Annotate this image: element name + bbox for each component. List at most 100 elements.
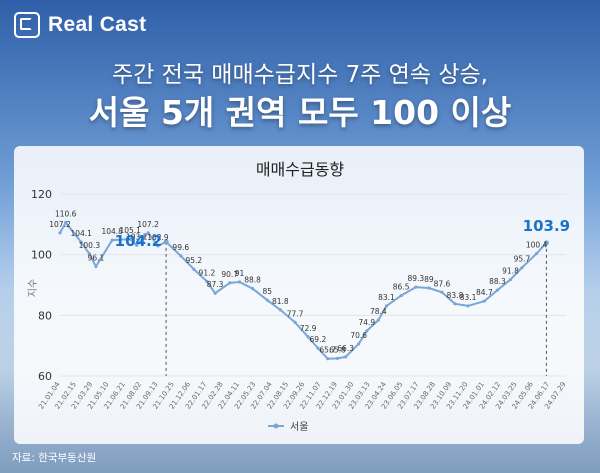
- data-point: [427, 286, 431, 290]
- data-label: 65.7: [319, 346, 336, 355]
- highlight-data-label: 104.2: [115, 232, 162, 250]
- data-label: 86.5: [393, 283, 410, 292]
- chart-title: 매매수급동향: [256, 160, 345, 179]
- data-label: 95.7: [514, 255, 531, 264]
- data-point: [265, 298, 269, 302]
- data-label: 103.1: [126, 232, 148, 241]
- data-point: [278, 308, 282, 312]
- data-point: [453, 302, 457, 306]
- data-point: [365, 329, 369, 333]
- data-label: 87.6: [434, 279, 451, 288]
- data-point: [213, 291, 217, 295]
- data-point: [384, 304, 389, 308]
- data-label: 78.4: [370, 307, 387, 316]
- data-label: 104.8: [101, 227, 123, 236]
- data-point: [251, 287, 255, 291]
- data-label: 102.9: [147, 233, 169, 242]
- data-point: [163, 239, 169, 245]
- data-point: [535, 251, 539, 256]
- data-label: 89: [424, 275, 434, 284]
- data-point: [316, 346, 320, 350]
- data-label: 91.8: [502, 267, 519, 276]
- data-label: 66.3: [337, 344, 354, 353]
- data-label: 77.7: [287, 309, 304, 318]
- data-point: [146, 231, 150, 235]
- data-label: 104.1: [70, 229, 92, 238]
- data-point: [543, 240, 549, 246]
- y-tick-label: 100: [31, 249, 52, 262]
- data-point: [79, 240, 83, 244]
- headline-line-2: 서울 5개 권역 모두 100 이상: [88, 93, 512, 132]
- data-point: [466, 304, 470, 308]
- y-axis-label: 지수: [27, 279, 39, 297]
- data-point: [87, 252, 91, 256]
- data-point: [110, 238, 114, 242]
- data-label: 96.1: [88, 253, 105, 262]
- data-point: [156, 244, 160, 248]
- data-label: 89.3: [407, 274, 424, 283]
- data-label: 65.8: [329, 345, 346, 354]
- realcast-logo-icon: [14, 12, 40, 38]
- y-tick-label: 80: [38, 309, 52, 322]
- data-point: [376, 318, 380, 322]
- y-tick-label: 120: [31, 188, 52, 201]
- data-point: [237, 280, 242, 284]
- data-label: 100.4: [526, 240, 548, 249]
- data-label: 70.6: [350, 331, 367, 340]
- chart-panel: [14, 146, 584, 444]
- data-label: 81.8: [272, 297, 289, 306]
- data-label: 83.8: [447, 291, 464, 300]
- data-point: [228, 281, 232, 285]
- data-point: [135, 243, 139, 247]
- data-point: [192, 267, 196, 271]
- legend: 서울: [268, 421, 308, 433]
- brand-name: Real Cast: [48, 13, 147, 36]
- data-point: [344, 355, 348, 359]
- data-label: 110.6: [55, 210, 77, 219]
- brand: Real Cast: [14, 12, 146, 38]
- data-label: 91.2: [199, 268, 216, 277]
- data-label: 100.3: [79, 241, 101, 250]
- data-label: 83.1: [460, 293, 477, 302]
- data-label: 84.7: [476, 288, 493, 297]
- data-point: [508, 277, 513, 282]
- data-point: [414, 285, 418, 289]
- legend-marker-icon: [273, 423, 279, 429]
- data-label: 69.2: [310, 335, 327, 344]
- data-label: 105.1: [119, 226, 141, 235]
- data-label: 74.9: [359, 318, 376, 327]
- data-label: 91: [235, 269, 245, 278]
- data-point: [128, 237, 132, 241]
- data-point: [357, 342, 361, 346]
- data-point: [293, 320, 297, 324]
- data-label: 95.2: [185, 256, 202, 265]
- data-point: [205, 279, 209, 283]
- data-point: [399, 294, 403, 298]
- data-point: [94, 264, 98, 269]
- data-point: [179, 254, 183, 258]
- data-point: [64, 220, 68, 225]
- data-label: 88.3: [489, 277, 506, 286]
- y-tick-label: 60: [38, 370, 52, 383]
- data-point: [306, 335, 310, 339]
- data-point: [495, 288, 500, 292]
- data-label: 83.1: [378, 293, 395, 302]
- data-point: [326, 357, 330, 361]
- data-label: 72.9: [300, 324, 317, 333]
- data-label: 90.7: [221, 270, 238, 279]
- data-point: [58, 231, 62, 235]
- source-note: 자료: 한국부동산원: [12, 452, 97, 464]
- data-label: 107.2: [49, 220, 71, 229]
- data-label: 107.2: [137, 220, 159, 229]
- data-point: [440, 290, 444, 294]
- data-point: [482, 299, 486, 303]
- legend-label: 서울: [290, 421, 308, 433]
- headline-line-1: 주간 전국 매매수급지수 7주 연속 상승,: [112, 62, 488, 88]
- data-label: 87.3: [207, 280, 224, 289]
- data-point: [335, 356, 340, 361]
- data-label: 85: [263, 287, 273, 296]
- data-point: [520, 266, 524, 270]
- data-label: 99.6: [172, 243, 189, 252]
- data-label: 88.8: [244, 276, 261, 285]
